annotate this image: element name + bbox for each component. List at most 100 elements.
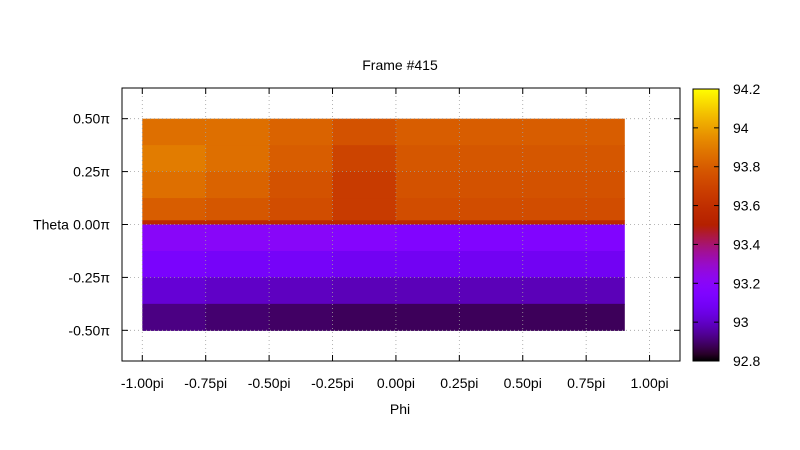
heatmap-cell — [332, 220, 397, 226]
heatmap-cell — [142, 171, 207, 199]
y-tick-label: -0.50π — [68, 322, 110, 338]
heatmap-cell — [332, 250, 397, 279]
heatmap-cell — [269, 250, 334, 279]
heatmap-cell — [205, 198, 270, 221]
colorbar-ticks: 92.8 93 93.2 93.4 93.6 93.8 94 94.2 — [693, 81, 760, 369]
heatmap-cell — [586, 171, 625, 199]
colorbar-tick-label: 94 — [733, 120, 749, 136]
heatmap-cell — [332, 224, 397, 252]
heatmap-cell — [395, 250, 460, 279]
heatmap-cell — [205, 171, 270, 199]
heatmap-cell — [205, 277, 270, 305]
heatmap-cell — [586, 224, 625, 252]
chart-title: Frame #415 — [362, 57, 438, 73]
heatmap-cell — [522, 145, 587, 173]
heatmap-cell — [586, 198, 625, 221]
heatmap-cell — [459, 171, 524, 199]
heatmap-cell — [395, 145, 460, 173]
x-axis-ticks: -1.00pi -0.75pi -0.50pi -0.25pi 0.00pi 0.25pi… — [121, 88, 669, 391]
heatmap-cell — [142, 277, 207, 305]
heatmap-cell — [395, 277, 460, 305]
heatmap-cell — [269, 224, 334, 252]
heatmap-cell — [205, 118, 270, 146]
heatmap-cell — [269, 198, 334, 221]
heatmap-cell — [269, 171, 334, 199]
heatmap-cell — [586, 145, 625, 173]
heatmap-cell — [142, 198, 207, 221]
heatmap-cell — [459, 303, 524, 331]
y-tick-label: -0.25π — [68, 269, 110, 285]
heatmap-cell — [142, 224, 207, 252]
heatmap-cell — [459, 224, 524, 252]
colorbar-tick-label: 93.4 — [733, 236, 760, 252]
heatmap-cell — [269, 220, 334, 226]
heatmap-cell — [142, 220, 207, 226]
heatmap-cell — [332, 118, 397, 146]
heatmap-cell — [586, 250, 625, 279]
colorbar-tick-label: 93.6 — [733, 198, 760, 214]
heatmap-cell — [142, 303, 207, 331]
heatmap-cell — [269, 145, 334, 173]
heatmap-cell — [269, 277, 334, 305]
heatmap-cell — [586, 303, 625, 331]
heatmap-cell — [205, 145, 270, 173]
y-tick-label: 0.50π — [73, 111, 110, 127]
heatmap-cell — [205, 250, 270, 279]
heatmap-cell — [332, 198, 397, 221]
heatmap-cell — [332, 277, 397, 305]
heatmap-cell — [522, 118, 587, 146]
colorbar-tick-label: 94.2 — [733, 81, 760, 97]
heatmap-cell — [332, 145, 397, 173]
heatmap-cell — [522, 277, 587, 305]
heatmap-cell — [142, 250, 207, 279]
colorbar-tick-label: 93 — [733, 314, 749, 330]
heatmap-cell — [142, 145, 207, 173]
heatmap-cell — [459, 220, 524, 226]
x-tick-label: 1.00pi — [630, 375, 668, 391]
y-tick-label: 0.25π — [73, 164, 110, 180]
y-axis-label: Theta — [33, 217, 69, 233]
colorbar-tick-label: 93.8 — [733, 159, 760, 175]
colorbar — [692, 88, 720, 362]
y-axis-ticks: 0.50π 0.25π 0.00π -0.25π -0.50π — [68, 111, 680, 338]
heatmap-cell — [205, 303, 270, 331]
heatmap-cell — [395, 220, 460, 226]
grid-lines — [122, 88, 680, 361]
heatmap-cell — [269, 303, 334, 331]
heatmap-cell — [395, 171, 460, 199]
x-tick-label: 0.00pi — [377, 375, 415, 391]
heatmap-cell — [459, 118, 524, 146]
heatmap-cell — [522, 250, 587, 279]
heatmap-cell — [522, 198, 587, 221]
heatmap-cell — [395, 118, 460, 146]
heatmap-cell — [459, 250, 524, 279]
heatmap-cell — [522, 220, 587, 226]
x-tick-label: 0.25pi — [440, 375, 478, 391]
heatmap-cell — [522, 303, 587, 331]
x-tick-label: -0.25pi — [311, 375, 354, 391]
heatmap-cell — [205, 220, 270, 226]
colorbar-tick-label: 93.2 — [733, 275, 760, 291]
heatmap-cell — [522, 171, 587, 199]
heatmap-cell — [459, 198, 524, 221]
x-tick-label: -0.75pi — [184, 375, 227, 391]
heatmap-cell — [459, 277, 524, 305]
x-tick-label: -1.00pi — [121, 375, 164, 391]
heatmap-cell — [459, 145, 524, 173]
heatmap-cell — [332, 303, 397, 331]
x-tick-label: 0.50pi — [504, 375, 542, 391]
y-tick-label: 0.00π — [73, 217, 110, 233]
x-axis-label: Phi — [390, 401, 410, 417]
heatmap-cell — [332, 171, 397, 199]
heatmap-cell — [395, 198, 460, 221]
heatmap-cell — [522, 224, 587, 252]
heatmap-cell — [142, 118, 207, 146]
heatmap-cell — [269, 118, 334, 146]
heatmap-cell — [395, 303, 460, 331]
heatmap-cell — [586, 220, 625, 226]
heatmap-cells — [142, 118, 625, 331]
heatmap-cell — [586, 277, 625, 305]
colorbar-tick-label: 92.8 — [733, 353, 760, 369]
x-tick-label: 0.75pi — [567, 375, 605, 391]
